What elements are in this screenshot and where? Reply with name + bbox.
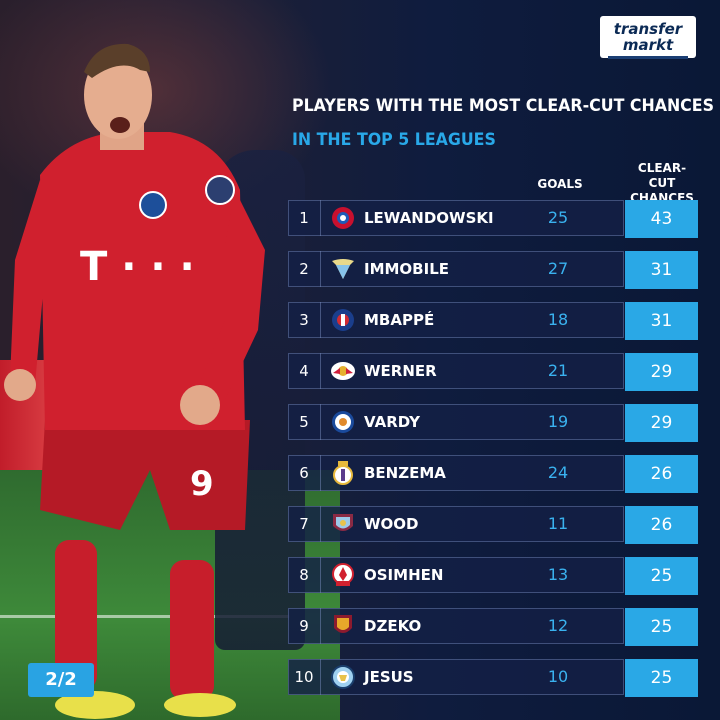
pitch-line [0,615,290,618]
player-name: OSIMHEN [364,566,444,584]
table-row: 2 IMMOBILE 27 31 [288,251,698,289]
rank: 5 [288,404,321,440]
goals-value: 18 [547,310,569,329]
table-row: 5 VARDY 19 29 [288,404,698,442]
lazio-crest-icon [332,259,354,279]
table-row: 10 JESUS 10 25 [288,659,698,697]
leipzig-crest-icon [331,362,355,380]
table-row: 8 OSIMHEN 13 25 [288,557,698,595]
player-name: MBAPPÉ [364,311,435,329]
goals-value: 13 [547,565,569,584]
goals-value: 10 [547,667,569,686]
real-madrid-crest-icon [333,461,353,485]
table-row: 1 LEWANDOWSKI 25 43 [288,200,698,238]
chances-value: 29 [625,404,698,442]
player-name: JESUS [364,668,414,686]
rank: 2 [288,251,321,287]
page-subtitle: IN THE TOP 5 LEAGUES [292,130,496,150]
goals-value: 12 [547,616,569,635]
chances-value: 25 [625,608,698,646]
logo-line1: transfer [613,20,683,38]
chances-value: 29 [625,353,698,391]
chances-value: 43 [625,200,698,238]
rank: 10 [288,659,321,695]
man-city-crest-icon [331,665,355,689]
rank: 1 [288,200,321,236]
player-name: LEWANDOWSKI [364,209,494,227]
goals-value: 27 [547,259,569,278]
bayern-crest-icon [332,207,354,229]
player-name: VARDY [364,413,420,431]
goals-value: 24 [547,463,569,482]
svg-text:T · · ·: T · · · [80,244,195,290]
rank: 7 [288,506,321,542]
page-indicator[interactable]: 2/2 [28,663,94,697]
player-name: BENZEMA [364,464,446,482]
table-row: 3 MBAPPÉ 18 31 [288,302,698,340]
logo-underline [608,56,688,59]
goals-value: 19 [547,412,569,431]
chances-value: 25 [625,659,698,697]
player-name: DZEKO [364,617,422,635]
rank: 8 [288,557,321,593]
roma-crest-icon [334,615,352,633]
page-title: PLAYERS WITH THE MOST CLEAR-CUT CHANCES [292,96,714,116]
chances-value: 31 [625,251,698,289]
goals-value: 11 [547,514,569,533]
rank: 3 [288,302,321,338]
table-row: 9 DZEKO 12 25 [288,608,698,646]
table-row: 4 WERNER 21 29 [288,353,698,391]
transfermarkt-logo: transfer markt [600,16,696,58]
chances-value: 26 [625,506,698,544]
player-name: WERNER [364,362,437,380]
player-name: WOOD [364,515,419,533]
logo-line2: markt [622,36,674,54]
player-photo: 9 T · · · [4,43,265,719]
column-header-chances-line1: CLEAR-CUT [637,161,687,190]
table-row: 7 WOOD 11 26 [288,506,698,544]
column-header-goals: GOALS [537,177,583,191]
rank: 6 [288,455,321,491]
player-name: IMMOBILE [364,260,450,278]
chances-value: 31 [625,302,698,340]
leicester-crest-icon [332,411,354,433]
burnley-crest-icon [333,514,353,531]
psg-crest-icon [332,309,354,331]
chances-value: 26 [625,455,698,493]
goals-value: 25 [547,208,569,227]
chances-value: 25 [625,557,698,595]
svg-text:9: 9 [190,464,214,504]
rank: 9 [288,608,321,644]
table-row: 6 BENZEMA 24 26 [288,455,698,493]
goals-value: 21 [547,361,569,380]
rank: 4 [288,353,321,389]
lille-crest-icon [332,563,354,586]
